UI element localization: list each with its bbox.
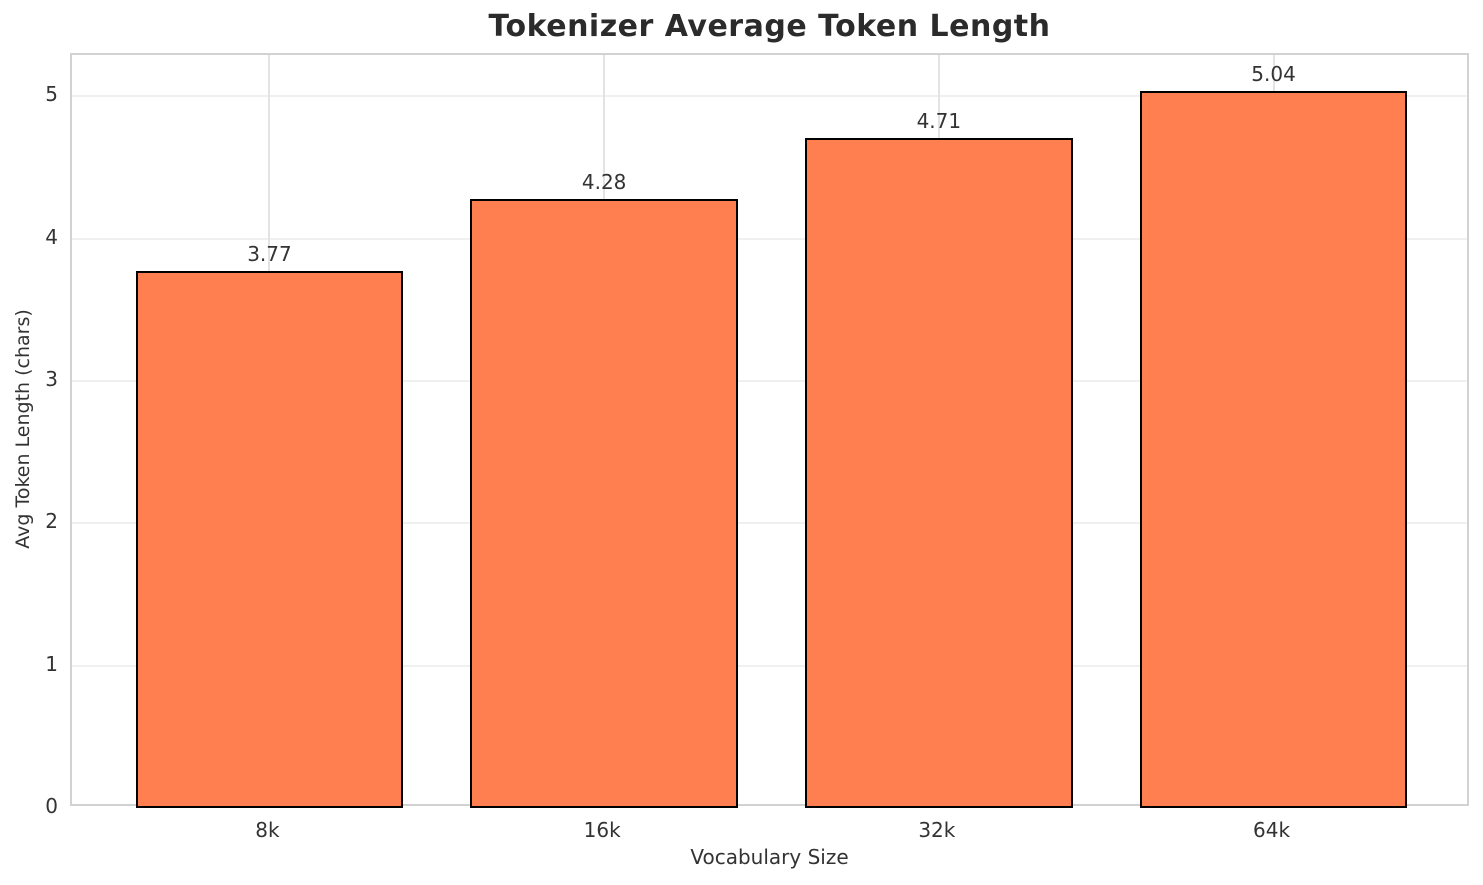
x-tick-label: 16k <box>583 818 621 842</box>
bar-value-label: 4.28 <box>581 169 627 194</box>
x-tick-label: 64k <box>1253 818 1291 842</box>
bar-value-label: 5.04 <box>1251 61 1296 86</box>
chart-title: Tokenizer Average Token Length <box>488 9 1051 44</box>
y-tick-label: 2 <box>45 509 58 534</box>
plot-area: 3.77 4.28 4.71 5.04 <box>70 53 1469 808</box>
x-tick-label: 32k <box>918 818 956 842</box>
y-tick-label: 3 <box>45 366 58 391</box>
y-tick-label: 4 <box>45 224 58 249</box>
x-tick-label: 8k <box>255 818 280 842</box>
bar-16k <box>470 198 739 808</box>
y-tick-label: 1 <box>45 651 58 676</box>
horizontal-gridline <box>72 95 1467 98</box>
horizontal-gridline <box>72 664 1467 667</box>
y-tick-label: 0 <box>45 794 58 818</box>
horizontal-gridline <box>72 522 1467 525</box>
horizontal-gridline <box>72 379 1467 382</box>
bar-value-label: 3.77 <box>247 242 292 267</box>
horizontal-gridline <box>72 237 1467 240</box>
x-axis-label: Vocabulary Size <box>690 845 849 869</box>
bar-64k <box>1139 90 1408 808</box>
y-tick-label: 5 <box>45 82 58 107</box>
bar-32k <box>804 137 1073 808</box>
bar-value-label: 4.71 <box>916 108 962 133</box>
bar-8k <box>135 271 404 808</box>
